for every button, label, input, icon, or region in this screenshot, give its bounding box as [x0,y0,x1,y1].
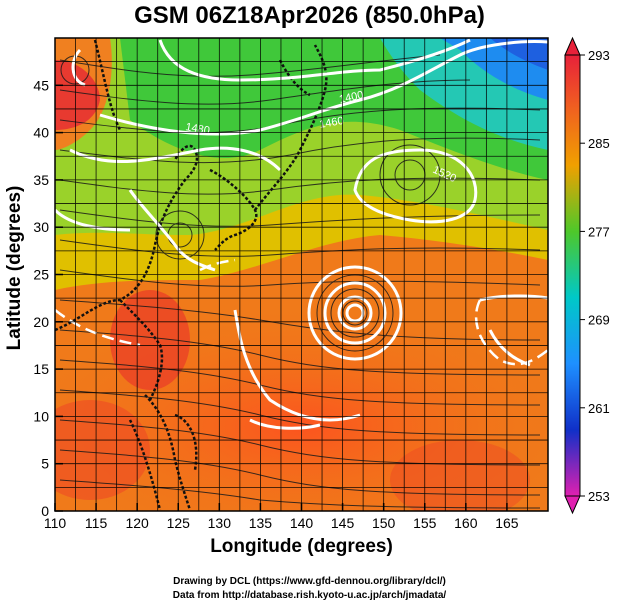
x-tick-label: 120 [125,515,149,531]
colorbar-bar [564,54,581,497]
x-tick-label: 115 [85,515,108,531]
y-tick-label: 40 [33,125,49,141]
x-tick-label: 145 [331,515,355,531]
x-tick-label: 150 [372,515,396,531]
y-tick-label: 20 [33,314,49,330]
y-tick-label: 0 [41,503,49,519]
x-axis: 110 115 120 125 130 135 140 145 150 155 160 165 [44,503,519,531]
y-axis-label: Latitude (degrees) [4,185,25,351]
y-tick-label: 35 [33,172,49,188]
y-tick-label: 10 [33,408,49,424]
y-tick-label: 30 [33,219,49,235]
x-tick-label: 160 [454,515,478,531]
colorbar-tick-label: 285 [588,136,610,151]
colorbar-top-arrow [564,36,581,56]
y-tick-label: 5 [41,456,49,472]
x-tick-label: 135 [249,515,273,531]
colorbar-tick-label: 253 [588,489,610,504]
colorbar-tick-label: 277 [588,224,610,239]
y-tick-label: 15 [33,361,49,377]
contour-label-1460: 1460 [318,115,344,131]
colorbar-tick-label: 261 [588,401,610,416]
colorbar-tick-label: 269 [588,313,610,328]
dashed-contours [55,258,548,366]
x-axis-label: Longitude (degrees) [210,536,393,557]
colorbar: 293 285 277 269 261 253 [564,36,610,515]
x-tick-label: 110 [44,515,67,531]
y-axis: 0 5 10 15 20 25 30 35 40 45 [33,77,63,519]
x-tick-label: 125 [167,515,191,531]
x-tick-label: 130 [208,515,232,531]
colorbar-bottom-arrow [564,495,581,515]
x-tick-label: 140 [290,515,314,531]
credit-line-1: Drawing by DCL (https://www.gfd-dennou.o… [173,576,446,587]
x-tick-label: 165 [495,515,519,531]
contour-label-1400: 1400 [338,89,364,106]
page-title: GSM 06Z18Apr2026 (850.0hPa) [134,2,485,29]
latlon-grid [55,38,548,511]
y-tick-label: 45 [33,77,49,93]
credit-line-2: Data from http://database.rish.kyoto-u.a… [172,590,447,601]
temperature-field: 1400 1460 1520 1480 [55,38,548,511]
colorbar-tick-label: 293 [588,48,610,63]
y-tick-label: 25 [33,267,49,283]
contour-label-1480: 1480 [184,121,210,137]
x-tick-label: 155 [413,515,437,531]
